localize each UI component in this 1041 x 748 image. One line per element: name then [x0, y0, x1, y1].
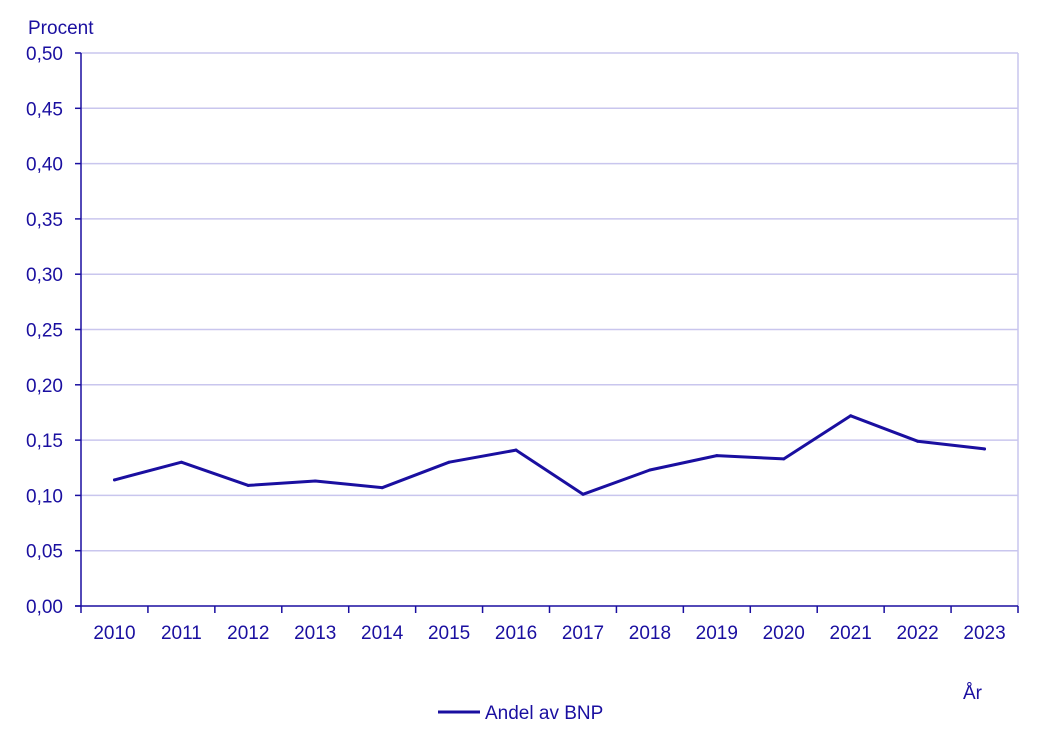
data-point	[112, 478, 116, 482]
data-point	[380, 486, 384, 490]
y-tick-label: 0,15	[26, 431, 63, 452]
x-tick-label: 2013	[294, 623, 336, 644]
legend-label: Andel av BNP	[485, 703, 603, 724]
y-tick-label: 0,50	[26, 44, 63, 65]
data-point	[715, 454, 719, 458]
x-tick-label: 2010	[93, 623, 135, 644]
y-axis-label: Procent	[28, 18, 94, 39]
data-point	[983, 447, 987, 451]
y-tick-label: 0,20	[26, 376, 63, 397]
x-tick-label: 2023	[963, 623, 1005, 644]
x-tick-label: 2012	[227, 623, 269, 644]
x-tick-label: 2011	[161, 623, 202, 644]
data-point	[313, 479, 317, 483]
data-point	[514, 448, 518, 452]
y-tick-label: 0,25	[26, 321, 63, 342]
data-point	[849, 414, 853, 418]
y-tick-label: 0,40	[26, 155, 63, 176]
x-tick-label: 2021	[830, 623, 872, 644]
legend: Andel av BNP	[438, 703, 603, 724]
data-point	[447, 460, 451, 464]
data-point	[648, 468, 652, 472]
axis-layer: 0,00 0,05 0,10 0,15 0,20 0,25 0,30 0,35 0,40 0,45…	[26, 44, 1019, 644]
y-tick-label: 0,45	[26, 99, 63, 120]
y-tick-label: 0,05	[26, 542, 63, 563]
y-tick-label: 0,10	[26, 486, 63, 507]
x-tick-label: 2020	[763, 623, 805, 644]
y-tick-label: 0,30	[26, 265, 63, 286]
x-tick-label: 2014	[361, 623, 404, 644]
data-point	[782, 457, 786, 461]
x-tick-label: 2015	[428, 623, 470, 644]
x-tick-label: 2018	[629, 623, 671, 644]
grid-layer	[81, 52, 1019, 606]
x-tick-label: 2019	[696, 623, 738, 644]
x-tick-label: 2022	[896, 623, 938, 644]
x-tick-label: 2017	[562, 623, 604, 644]
y-tick-label: 0,35	[26, 210, 63, 231]
data-point	[179, 460, 183, 464]
data-point	[581, 492, 585, 496]
label-layer: Procent År	[28, 18, 983, 704]
series-layer	[112, 414, 987, 496]
x-axis-label: År	[963, 683, 983, 704]
x-tick-label: 2016	[495, 623, 537, 644]
data-point	[916, 439, 920, 443]
y-tick-label: 0,00	[26, 597, 63, 618]
data-point	[246, 483, 250, 487]
series-line	[113, 414, 986, 496]
